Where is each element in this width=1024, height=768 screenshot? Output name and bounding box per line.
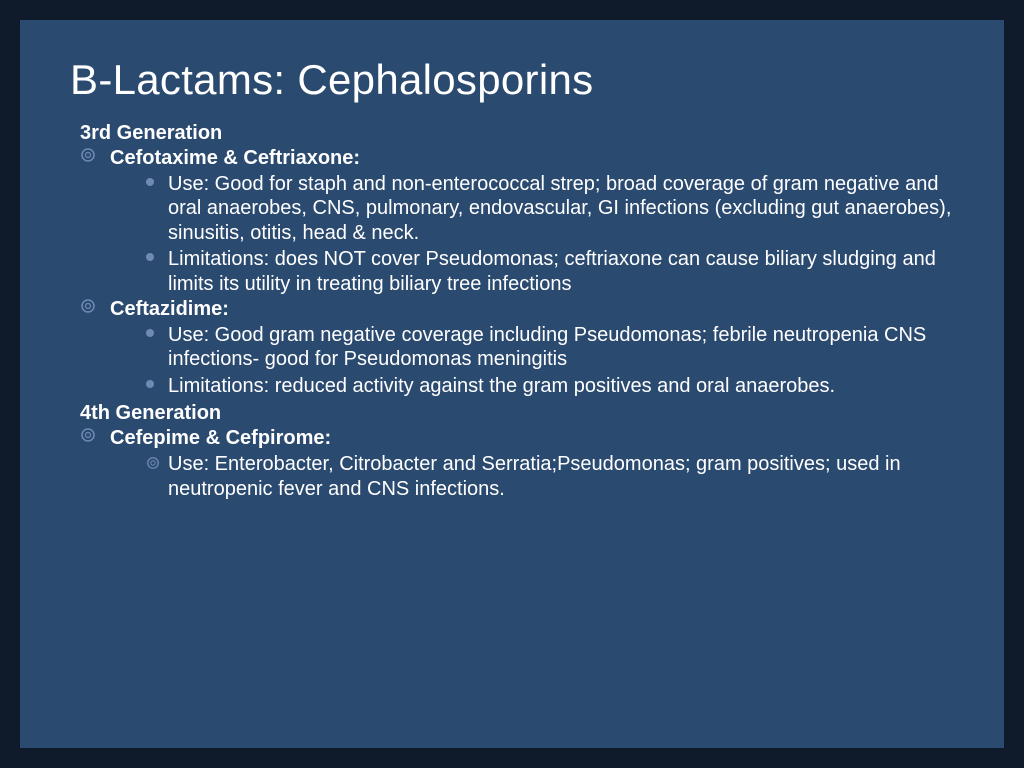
limitation-line: Limitations: does NOT cover Pseudomonas;… (70, 247, 954, 296)
slide-title: B-Lactams: Cephalosporins (70, 56, 954, 104)
slide: B-Lactams: Cephalosporins 3rd Generation… (20, 20, 1004, 748)
use-text: Use: Good gram negative coverage includi… (168, 323, 954, 372)
ring-bullet-icon (146, 452, 168, 476)
dot-bullet-icon (146, 374, 168, 388)
drug-item: Ceftazidime: (70, 298, 954, 321)
drug-name: Cefotaxime & Ceftriaxone: (110, 147, 360, 170)
use-text: Use: Enterobacter, Citrobacter and Serra… (168, 452, 954, 501)
drug-item: Cefotaxime & Ceftriaxone: (70, 147, 954, 170)
drug-item: Cefepime & Cefpirome: (70, 427, 954, 450)
dot-bullet-icon (146, 323, 168, 337)
dot-bullet-icon (146, 172, 168, 186)
dot-bullet-icon (146, 247, 168, 261)
limitation-text: Limitations: does NOT cover Pseudomonas;… (168, 247, 954, 296)
generation-4-header: 4th Generation (70, 402, 954, 425)
limitation-text: Limitations: reduced activity against th… (168, 374, 835, 398)
ring-bullet-icon (80, 298, 110, 314)
drug-name: Cefepime & Cefpirome: (110, 427, 331, 450)
use-line: Use: Good gram negative coverage includi… (70, 323, 954, 372)
use-line: Use: Good for staph and non-enterococcal… (70, 172, 954, 245)
drug-name: Ceftazidime: (110, 298, 229, 321)
generation-3-header: 3rd Generation (70, 122, 954, 145)
limitation-line: Limitations: reduced activity against th… (70, 374, 954, 398)
ring-bullet-icon (80, 147, 110, 163)
use-text: Use: Good for staph and non-enterococcal… (168, 172, 954, 245)
use-line: Use: Enterobacter, Citrobacter and Serra… (70, 452, 954, 501)
ring-bullet-icon (80, 427, 110, 443)
